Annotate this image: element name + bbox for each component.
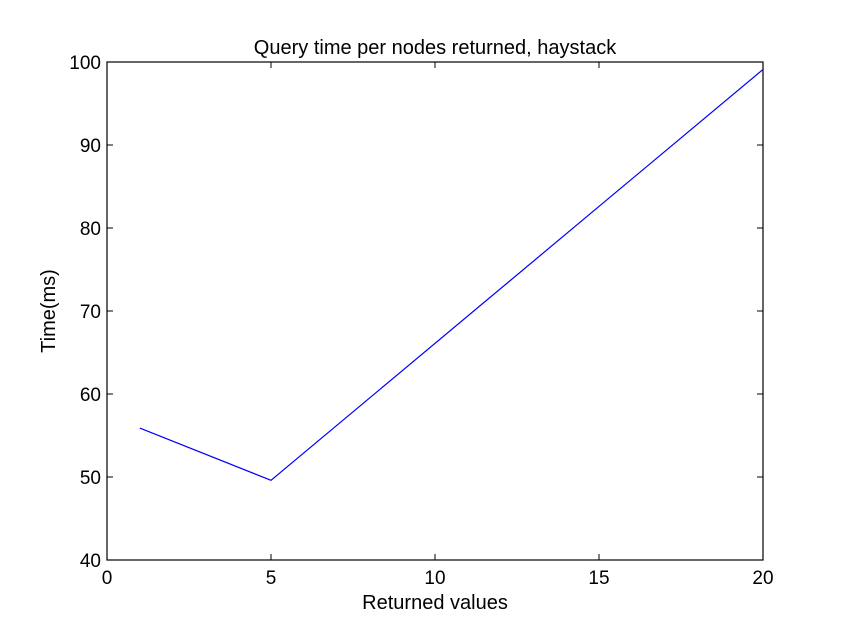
x-tick-label: 5	[266, 568, 277, 589]
x-tick-label: 15	[588, 568, 609, 589]
plot-area	[106, 61, 764, 561]
x-tick-label: 20	[752, 568, 773, 589]
y-tick-label: 40	[80, 551, 101, 572]
y-tick-label: 70	[80, 302, 101, 323]
y-tick-label: 50	[80, 468, 101, 489]
axis-ticks: 0 5 10 15 20 40 50 60 70 80 90 100	[69, 53, 773, 589]
series-line	[139, 69, 764, 482]
y-tick-label: 90	[80, 136, 101, 157]
chart-title: Query time per nodes returned, haystack	[254, 37, 617, 59]
x-tick-label: 10	[424, 568, 445, 589]
series-layer	[139, 69, 764, 482]
y-tick-label: 100	[69, 53, 101, 74]
x-axis-title: Returned values	[362, 592, 508, 614]
y-tick-label: 60	[80, 385, 101, 406]
y-tick-label: 80	[80, 219, 101, 240]
x-tick-label: 0	[102, 568, 113, 589]
y-axis-title: Time(ms)	[38, 269, 60, 353]
